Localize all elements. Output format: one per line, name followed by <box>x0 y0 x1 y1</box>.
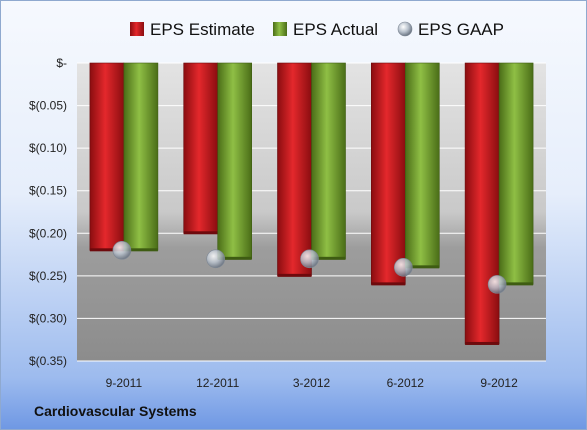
y-tick-label: $(0.15) <box>29 184 67 198</box>
gaap-markers <box>112 241 507 294</box>
marker-eps-gaap <box>393 258 413 277</box>
y-tick-label: $- <box>56 56 67 70</box>
bar-eps-estimate-cap <box>183 231 218 235</box>
bar-eps-actual-cap <box>217 256 252 260</box>
bar-eps-actual-cap <box>123 248 158 252</box>
bars <box>89 62 534 345</box>
bar-eps-estimate-cap <box>465 341 500 345</box>
bar-eps-estimate <box>370 62 406 285</box>
bar-eps-actual <box>217 62 252 260</box>
legend-swatch-eps-gaap <box>397 21 413 37</box>
x-tick-label: 9-2011 <box>106 376 143 390</box>
marker-eps-gaap <box>487 275 507 294</box>
x-tick-label: 12-2011 <box>196 376 239 390</box>
x-tick-label: 9-2012 <box>480 376 518 390</box>
y-tick-label: $(0.30) <box>29 311 67 325</box>
legend-label: EPS Actual <box>293 20 378 39</box>
bar-eps-estimate <box>89 62 125 251</box>
company-name: Cardiovascular Systems <box>34 403 197 419</box>
x-tick-label: 3-2012 <box>293 376 331 390</box>
bar-eps-estimate <box>183 62 218 234</box>
bar-eps-actual-cap <box>311 256 346 260</box>
bar-eps-actual-cap <box>499 282 534 286</box>
legend-label: EPS Estimate <box>150 20 255 39</box>
bar-eps-actual <box>404 62 440 268</box>
bar-eps-actual <box>311 62 346 260</box>
x-axis: 9-2011 12-2011 3-2012 6-2012 9-2012 <box>106 376 518 390</box>
bar-eps-actual <box>498 62 534 285</box>
marker-eps-gaap <box>300 249 319 269</box>
y-tick-label: $(0.10) <box>29 141 67 155</box>
y-tick-label: $(0.25) <box>29 269 67 283</box>
marker-eps-gaap <box>112 241 132 260</box>
legend: EPS Estimate EPS Actual EPS GAAP <box>130 20 504 39</box>
legend-swatch-eps-estimate <box>130 22 144 36</box>
marker-eps-gaap <box>206 249 225 269</box>
y-tick-label: $(0.35) <box>29 354 67 368</box>
bar-eps-estimate <box>277 62 312 277</box>
legend-label: EPS GAAP <box>418 20 504 39</box>
bar-eps-estimate-cap <box>89 248 124 252</box>
y-tick-label: $(0.05) <box>29 99 67 113</box>
bar-eps-actual <box>123 62 159 251</box>
y-tick-label: $(0.20) <box>29 226 67 240</box>
legend-swatch-eps-actual <box>273 22 287 36</box>
bar-eps-estimate <box>464 62 500 345</box>
bar-eps-actual-cap <box>405 265 440 269</box>
bar-eps-estimate-cap <box>277 273 312 277</box>
bar-eps-estimate-cap <box>371 282 406 286</box>
y-axis: $- $(0.05) $(0.10) $(0.15) $(0.20) $(0.25) $(0… <box>29 56 67 368</box>
x-tick-label: 6-2012 <box>387 376 425 390</box>
